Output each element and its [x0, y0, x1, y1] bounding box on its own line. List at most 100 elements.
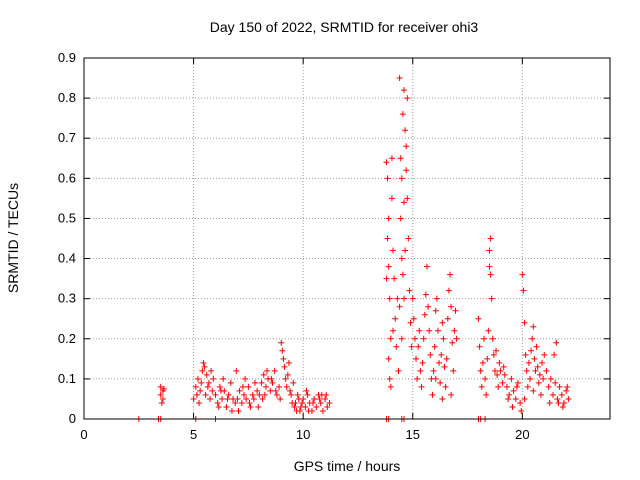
- data-point: [402, 127, 409, 134]
- data-point: [503, 383, 510, 390]
- data-point: [317, 399, 324, 406]
- data-point: [486, 263, 493, 270]
- y-tick-label: 0.2: [58, 331, 76, 346]
- data-point: [419, 359, 426, 366]
- data-point: [413, 355, 420, 362]
- data-point: [422, 291, 429, 298]
- data-point: [385, 355, 392, 362]
- x-axis-label: GPS time / hours: [294, 458, 401, 474]
- data-point: [196, 399, 203, 406]
- data-point: [212, 391, 219, 398]
- data-point: [404, 195, 411, 202]
- data-point: [433, 295, 440, 302]
- data-point: [227, 379, 234, 386]
- axis-ticks: 0 0.1 0.2 0.3 0.4 0.5 0.6 0.7 0.8 0.9 0 5 10 15 20: [58, 50, 610, 442]
- data-point: [220, 375, 227, 382]
- data-point: [531, 355, 538, 362]
- data-point: [285, 359, 292, 366]
- data-point: [242, 375, 249, 382]
- data-point: [239, 383, 246, 390]
- data-point: [296, 407, 303, 414]
- data-point: [560, 399, 567, 406]
- data-point: [388, 155, 395, 162]
- data-point: [499, 379, 506, 386]
- data-point: [494, 371, 501, 378]
- data-point: [555, 399, 562, 406]
- data-point: [402, 247, 409, 254]
- data-point: [202, 391, 209, 398]
- data-point: [397, 215, 404, 222]
- data-point: [427, 351, 434, 358]
- data-point: [197, 387, 204, 394]
- data-point: [415, 343, 422, 350]
- data-point: [448, 303, 455, 310]
- data-point: [233, 367, 240, 374]
- data-point: [217, 387, 224, 394]
- data-point: [403, 143, 410, 150]
- data-point: [304, 391, 311, 398]
- data-point: [476, 343, 483, 350]
- data-point: [439, 319, 446, 326]
- data-point: [251, 379, 258, 386]
- data-point: [508, 375, 515, 382]
- data-point: [450, 367, 457, 374]
- data-point: [224, 395, 231, 402]
- data-point: [290, 379, 297, 386]
- data-point: [441, 363, 448, 370]
- data-point: [438, 351, 445, 358]
- data-point: [302, 403, 309, 410]
- data-point: [288, 391, 295, 398]
- data-point: [400, 87, 407, 94]
- data-point: [530, 387, 537, 394]
- data-point: [535, 379, 542, 386]
- data-point: [512, 395, 519, 402]
- data-point: [311, 395, 318, 402]
- data-point: [537, 391, 544, 398]
- data-point: [278, 339, 285, 346]
- data-point: [396, 303, 403, 310]
- y-tick-label: 0.3: [58, 291, 76, 306]
- y-axis-label: SRMTID / TECUs: [5, 183, 21, 293]
- data-point: [517, 399, 524, 406]
- data-point: [256, 391, 263, 398]
- data-point: [322, 395, 329, 402]
- data-point: [399, 111, 406, 118]
- data-point: [483, 391, 490, 398]
- data-point: [273, 391, 280, 398]
- data-point: [505, 395, 512, 402]
- data-point: [501, 371, 508, 378]
- data-point: [245, 383, 252, 390]
- data-point: [204, 383, 211, 390]
- data-point: [452, 307, 459, 314]
- data-point: [559, 403, 566, 410]
- chart-title: Day 150 of 2022, SRMTID for receiver ohi…: [210, 19, 479, 35]
- data-point: [565, 395, 572, 402]
- data-point: [541, 351, 548, 358]
- data-point: [279, 347, 286, 354]
- data-point: [318, 391, 325, 398]
- data-point: [448, 391, 455, 398]
- data-point: [387, 335, 394, 342]
- data-point: [396, 75, 403, 82]
- data-point: [159, 395, 166, 402]
- data-point: [397, 155, 404, 162]
- data-point: [272, 387, 279, 394]
- data-point: [520, 287, 527, 294]
- data-point: [243, 395, 250, 402]
- data-point: [564, 383, 571, 390]
- data-point: [482, 375, 489, 382]
- data-point: [391, 275, 398, 282]
- data-point: [543, 367, 550, 374]
- data-point: [430, 367, 437, 374]
- data-point: [416, 327, 423, 334]
- data-point: [214, 399, 221, 406]
- data-point: [385, 215, 392, 222]
- data-point: [291, 403, 298, 410]
- data-point: [547, 375, 554, 382]
- data-point: [271, 367, 278, 374]
- data-point: [532, 367, 539, 374]
- data-point: [514, 379, 521, 386]
- data-point: [292, 399, 299, 406]
- data-point: [281, 363, 288, 370]
